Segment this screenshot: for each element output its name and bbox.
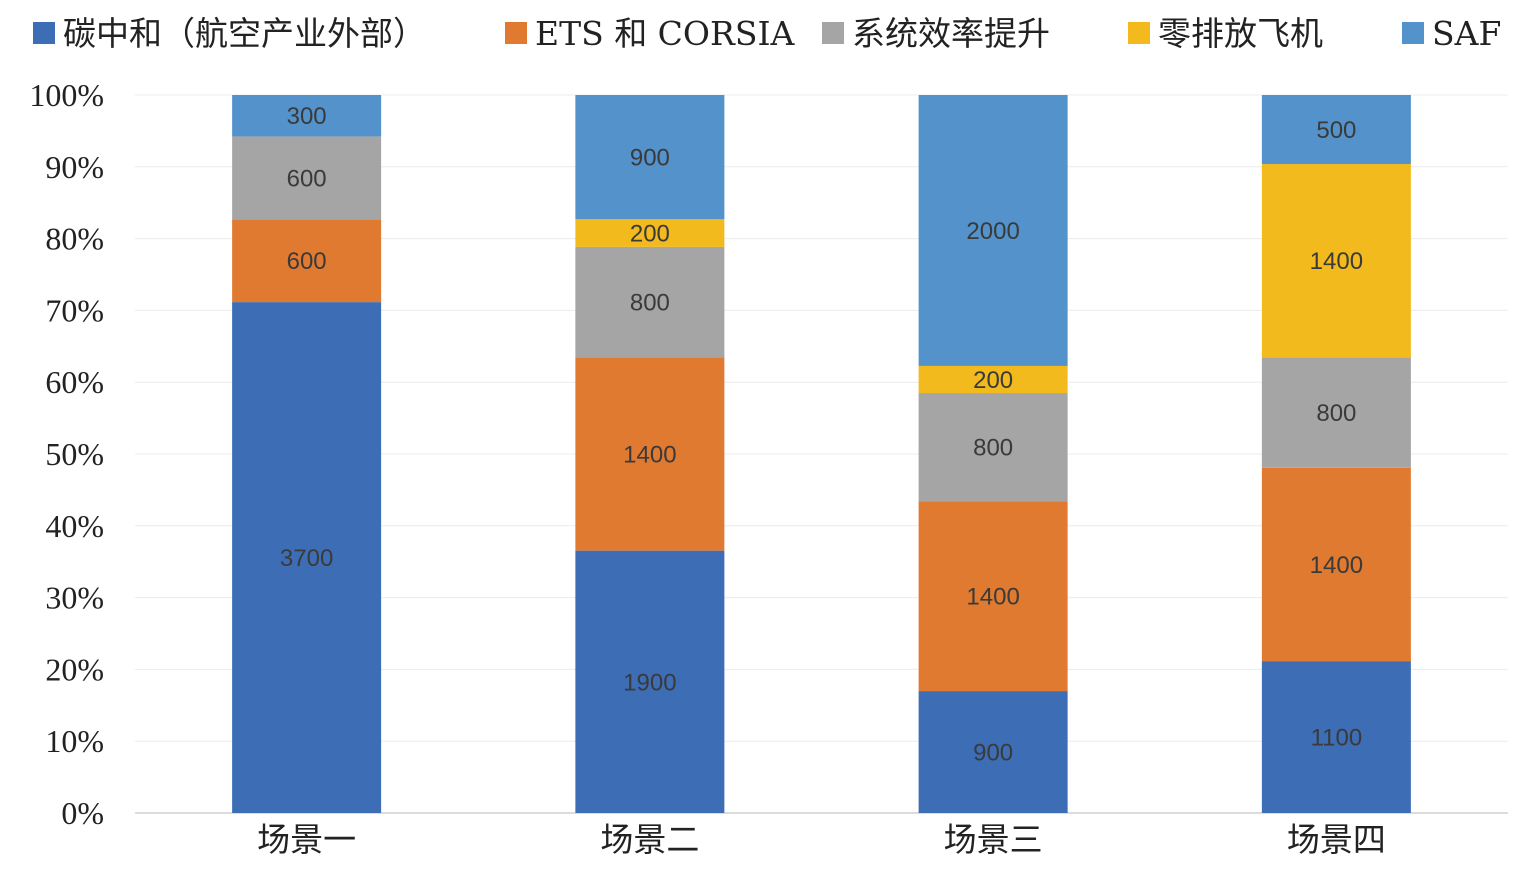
y-tick-label: 10% — [45, 723, 104, 759]
data-label: 600 — [287, 248, 327, 275]
x-axis: 场景一 场景二 场景三 场景四 — [257, 820, 1386, 859]
bar-segment — [232, 302, 382, 813]
y-tick-label: 0% — [61, 795, 104, 831]
legend-swatch — [1402, 22, 1424, 44]
bar-segment — [575, 95, 725, 220]
bar-stack: 1100 1400 800 1400 500 — [1261, 95, 1411, 813]
bar-segment — [918, 365, 1068, 394]
bar-segment — [232, 136, 382, 220]
bar-stack: 3700 600 600 300 — [232, 95, 382, 813]
bar-stack: 900 1400 800 200 2000 — [918, 95, 1068, 813]
x-tick-label: 场景三 — [944, 820, 1043, 859]
data-label: 1400 — [623, 442, 676, 469]
legend-swatch — [505, 22, 527, 44]
bar-segment — [1261, 95, 1411, 165]
data-label: 3700 — [280, 545, 333, 572]
legend-label: SAF — [1432, 14, 1501, 53]
data-label: 1400 — [1310, 248, 1363, 275]
data-label: 800 — [1316, 400, 1356, 427]
data-label: 300 — [287, 103, 327, 130]
data-label: 1400 — [966, 584, 1019, 611]
data-label: 600 — [287, 165, 327, 192]
y-tick-label: 20% — [45, 651, 104, 687]
bar-segment — [1261, 164, 1411, 358]
y-tick-label: 40% — [45, 508, 104, 544]
legend-item: 碳中和（航空产业外部） — [33, 14, 426, 53]
data-label: 800 — [630, 290, 670, 317]
legend-item: 系统效率提升 — [822, 14, 1050, 53]
legend-item: ETS 和 CORSIA — [505, 14, 795, 53]
data-label: 200 — [630, 221, 670, 248]
y-tick-label: 60% — [45, 364, 104, 400]
legend-label: 碳中和（航空产业外部） — [63, 14, 426, 53]
bar-segment — [575, 357, 725, 551]
y-tick-label: 30% — [45, 580, 104, 616]
legend-label: 系统效率提升 — [852, 14, 1050, 53]
bar-stack: 1900 1400 800 200 900 — [575, 95, 725, 813]
bar-segment — [1261, 467, 1411, 662]
y-axis: 0% 10% 20% 30% 40% 50% 60% 70% 80% 90% 100% — [29, 77, 104, 831]
y-tick-label: 100% — [29, 77, 104, 113]
data-label: 800 — [973, 435, 1013, 462]
y-tick-label: 80% — [45, 221, 104, 257]
data-label: 1100 — [1311, 725, 1363, 752]
data-label: 500 — [1316, 117, 1356, 144]
bar-segment — [918, 501, 1068, 692]
bar-segment — [575, 246, 725, 358]
y-tick-label: 90% — [45, 149, 104, 185]
legend-swatch — [822, 22, 844, 44]
legend-swatch — [33, 22, 55, 44]
legend: 碳中和（航空产业外部） ETS 和 CORSIA 系统效率提升 零排放飞机 SAF — [33, 14, 1501, 53]
legend-item: 零排放飞机 — [1128, 14, 1323, 53]
bar-segment — [1261, 661, 1411, 813]
bar-segment — [232, 95, 382, 137]
data-label: 1900 — [623, 669, 676, 696]
x-tick-label: 场景四 — [1287, 820, 1386, 859]
bars: 3700 600 600 300 1900 1400 800 200 900 900 1400 800… — [232, 95, 1411, 813]
bar-segment — [575, 219, 725, 247]
x-tick-label: 场景二 — [600, 820, 699, 859]
legend-label: ETS 和 CORSIA — [535, 14, 795, 53]
y-tick-label: 70% — [45, 292, 104, 328]
bar-segment — [1261, 357, 1411, 468]
y-tick-label: 50% — [45, 436, 104, 472]
data-label: 2000 — [966, 218, 1019, 245]
data-label: 1400 — [1310, 552, 1363, 579]
legend-item: SAF — [1402, 14, 1501, 53]
bar-segment — [918, 691, 1068, 813]
bar-segment — [918, 95, 1068, 366]
legend-swatch — [1128, 22, 1150, 44]
bar-segment — [918, 393, 1068, 502]
x-tick-label: 场景一 — [257, 820, 356, 859]
data-label: 900 — [973, 740, 1013, 767]
data-label: 200 — [973, 367, 1013, 394]
bar-segment — [232, 219, 382, 303]
bar-segment — [575, 550, 725, 813]
data-label: 900 — [630, 145, 670, 172]
legend-label: 零排放飞机 — [1158, 14, 1323, 53]
